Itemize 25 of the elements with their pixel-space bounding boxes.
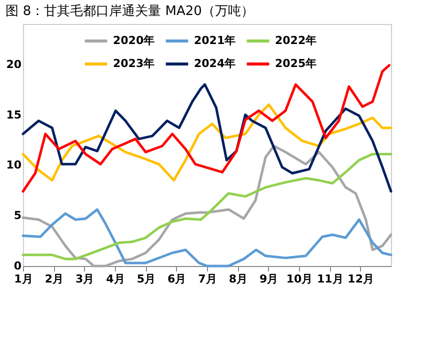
x-tick-label: 9月: [260, 272, 278, 286]
x-tick-label: 1月: [14, 272, 33, 286]
y-tick-label: 0: [14, 260, 22, 272]
x-tick-label: 7月: [198, 272, 217, 286]
legend-label: 2024年: [194, 57, 236, 70]
x-tick-label: 2月: [44, 272, 64, 286]
x-tick-label: 5月: [136, 272, 156, 286]
legend-label: 2022年: [275, 34, 317, 47]
x-tick-label: 12月: [348, 272, 374, 286]
x-tick-label: 8月: [228, 272, 248, 286]
legend-label: 2020年: [113, 34, 155, 47]
x-tick-label: 6月: [168, 272, 186, 286]
legend-label: 2025年: [275, 57, 317, 70]
x-tick-label: 3月: [76, 272, 94, 286]
y-tick-label: 15: [6, 108, 22, 122]
x-tick-label: 10月: [286, 272, 313, 286]
line-series: [22, 83, 392, 193]
chart-title: 图 8：甘其毛都口岸通关量 MA20（万吨）: [6, 4, 254, 19]
y-tick-label: 10: [6, 158, 22, 172]
y-tick-label: 20: [6, 58, 22, 71]
legend-label: 2021年: [194, 34, 236, 47]
legend-label: 2023年: [113, 57, 155, 70]
y-tick-label: 5: [14, 209, 22, 222]
x-tick-label: 4月: [106, 272, 125, 286]
x-tick-label: 11月: [317, 272, 344, 286]
